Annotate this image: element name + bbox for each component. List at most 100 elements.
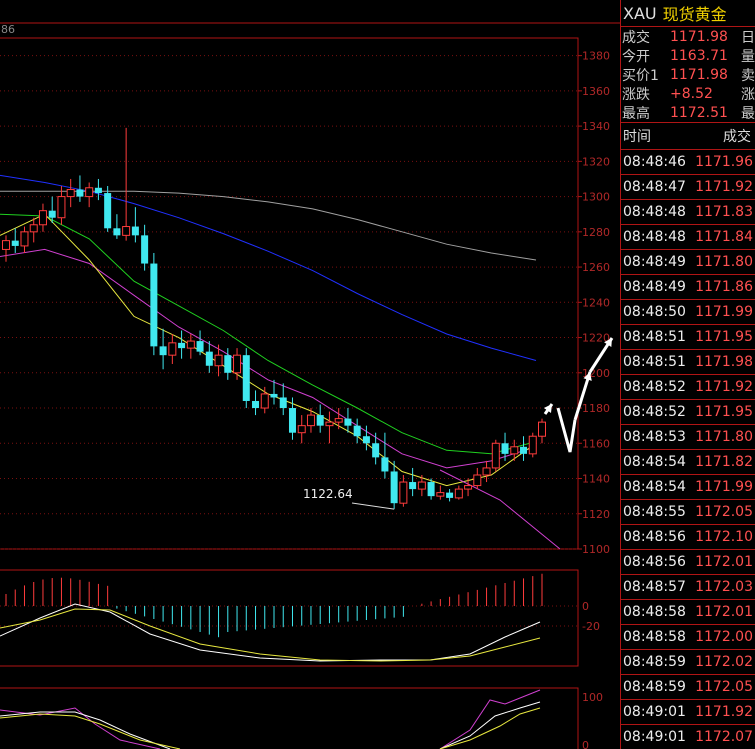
candle-body [85,187,94,198]
arrow-up-1-head [583,372,592,381]
candle [316,404,324,433]
quote-row: 买价1 1171.98 卖 [621,65,755,84]
tick-row[interactable]: 08:49:01 1172.07 [621,725,755,749]
price-tick-label: 1260 [582,261,610,274]
tick-row[interactable]: 08:48:59 1172.02 [621,650,755,675]
quote-key: 今开 [622,48,650,65]
tick-row[interactable]: 08:48:58 1172.00 [621,625,755,650]
tick-row[interactable]: 08:48:51 1171.95 [621,325,755,350]
candle-body [344,418,352,426]
tick-row[interactable]: 08:48:57 1172.03 [621,575,755,600]
tick-row[interactable]: 08:48:50 1171.99 [621,300,755,325]
candle [528,432,537,458]
candle-body [20,231,29,247]
candle-body [242,355,250,401]
tick-price: 1172.05 [695,504,753,520]
tick-price: 1171.99 [695,304,753,320]
price-tick-label: 1100 [582,543,610,556]
tick-price: 1171.95 [695,329,753,345]
tick-row[interactable]: 08:48:56 1172.10 [621,525,755,550]
candle [11,228,19,253]
candle-body [409,482,417,490]
candle [279,383,287,416]
candle-body [252,400,260,409]
tick-list[interactable]: 08:48:46 1171.96 08:48:47 1171.92 08:48:48 11… [621,150,755,749]
candle [454,485,463,500]
candle [473,467,482,490]
candle-body [334,418,343,423]
quote-key: 最高 [622,105,650,122]
candlestick-chart[interactable]: 1380136013401320130012801260124012201200… [0,0,620,749]
tick-time: 08:48:56 [623,529,686,545]
tick-row[interactable]: 08:48:51 1171.98 [621,350,755,375]
candle-body [297,425,306,434]
candle-body [473,474,482,487]
tick-time: 08:48:52 [623,379,686,395]
low-annotation-label: 1122.64 [303,487,353,501]
oscillator-tick-label: 100 [582,691,603,704]
candle-body [353,425,361,437]
candle [306,408,315,433]
candle-body [538,421,546,437]
oscillator-line-j [0,713,181,749]
candle [362,425,370,451]
candle-body [260,393,269,409]
candle [150,252,158,356]
candle-body [279,397,287,409]
tick-time: 08:48:48 [623,229,686,245]
candle [85,182,94,208]
tick-row[interactable]: 08:48:54 1171.82 [621,450,755,475]
tick-row[interactable]: 08:48:53 1171.80 [621,425,755,450]
candle-body [29,224,38,233]
tick-row[interactable]: 08:48:55 1172.05 [621,500,755,525]
candle [242,348,250,409]
tick-time: 08:48:49 [623,254,686,270]
quote-value: 1171.98 [669,28,728,45]
tick-row[interactable]: 08:48:58 1172.01 [621,600,755,625]
candle-body [306,414,315,427]
tick-row[interactable]: 08:48:56 1172.01 [621,550,755,575]
tick-row[interactable]: 08:48:48 1171.84 [621,225,755,250]
tick-price: 1171.82 [695,454,753,470]
quote-row: 涨跌 +8.52 涨 [621,84,755,103]
candle-body [66,189,75,198]
tick-row[interactable]: 08:48:49 1171.86 [621,275,755,300]
oscillator-line-d [0,711,171,749]
tick-row[interactable]: 08:48:52 1171.92 [621,375,755,400]
tick-row[interactable]: 08:48:46 1171.96 [621,150,755,175]
oscillator-line-k [0,707,161,749]
tick-row[interactable]: 08:48:49 1171.80 [621,250,755,275]
tick-time: 08:48:57 [623,579,686,595]
candle [482,460,491,483]
tick-time: 08:48:52 [623,404,686,420]
tick-time: 08:48:54 [623,479,686,495]
quote-extra: 涨 [741,86,755,103]
tick-row[interactable]: 08:48:52 1171.95 [621,400,755,425]
quote-panel: XAU 现货黄金 成交 1171.98 日今开 1163.71 量买价1 1171.98 卖… [620,0,755,749]
moving-average-line [0,213,537,455]
tick-row[interactable]: 08:48:47 1171.92 [621,175,755,200]
tick-row[interactable]: 08:48:54 1171.99 [621,475,755,500]
candle-body [104,193,112,229]
macd-frame [0,569,579,667]
price-column-header: 成交 [723,129,751,145]
candle [214,344,223,377]
tick-row[interactable]: 08:48:59 1172.05 [621,675,755,700]
price-tick-label: 1180 [582,402,610,415]
low-annotation-line [351,502,395,510]
candle-body [325,421,334,427]
tick-row[interactable]: 08:48:48 1171.83 [621,200,755,225]
price-tick-label: 1380 [582,50,610,63]
candle-body [520,446,528,454]
tick-row[interactable]: 08:49:01 1171.92 [621,700,755,725]
candle-body [510,446,519,455]
price-tick-label: 1340 [582,120,610,133]
candle [381,432,389,479]
quote-value: +8.52 [669,85,713,102]
moving-average-line [0,213,537,487]
tick-price: 1171.80 [695,254,753,270]
tick-time: 08:48:46 [623,154,686,170]
candle [464,478,473,497]
candle-body [362,436,370,444]
candle [409,467,417,497]
